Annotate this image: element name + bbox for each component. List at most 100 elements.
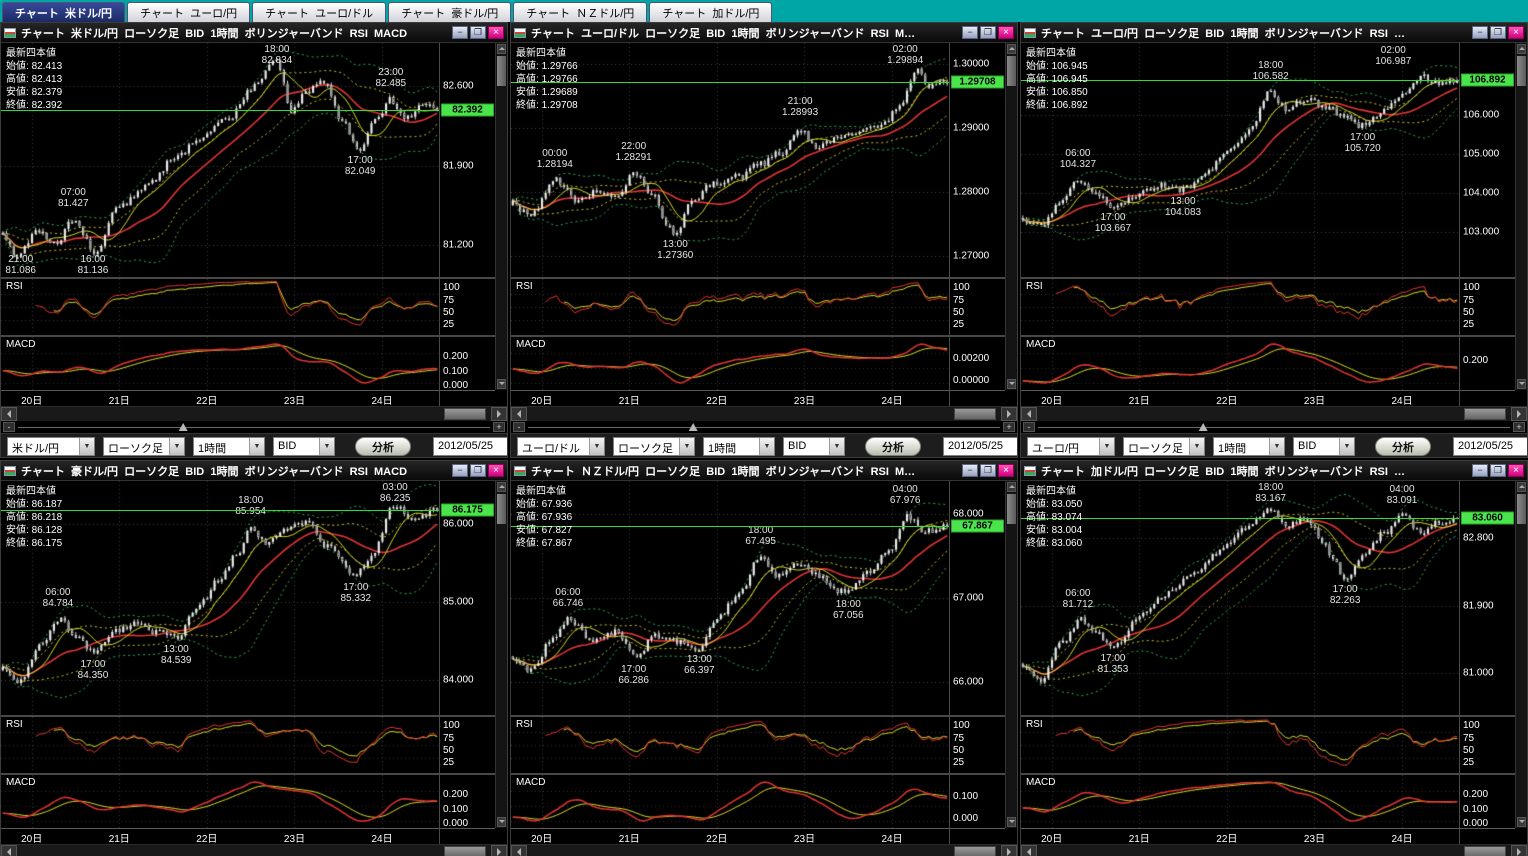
tab-6[interactable]: チャート 加ドル/円 <box>649 2 773 22</box>
scroll-right-button[interactable] <box>1511 845 1527 856</box>
analyze-button[interactable]: 分析 <box>1375 437 1431 456</box>
horizontal-scroll-track[interactable] <box>17 845 491 856</box>
scroll-right-button[interactable] <box>1001 407 1017 421</box>
timeframe-select[interactable]: 1時間 ▼ <box>1213 437 1285 456</box>
scroll-down-icon[interactable] <box>497 817 506 827</box>
tab-1[interactable]: チャート 米ドル/円 <box>2 2 126 22</box>
scroll-up-icon[interactable] <box>497 482 506 492</box>
scroll-down-icon[interactable] <box>497 379 506 389</box>
zoom-in-button[interactable]: + <box>1003 422 1015 432</box>
zoom-in-button[interactable]: + <box>1513 422 1525 432</box>
macd-chart[interactable]: MACD <box>511 773 949 828</box>
rsi-chart[interactable]: RSI <box>1 715 439 773</box>
vertical-scroll-thumb[interactable] <box>1517 494 1526 524</box>
zoom-out-button[interactable]: - <box>1023 422 1035 432</box>
restore-button[interactable]: ❐ <box>980 464 996 477</box>
scroll-up-icon[interactable] <box>1007 482 1016 492</box>
vertical-scrollbar[interactable] <box>1515 43 1527 390</box>
horizontal-scroll-track[interactable] <box>527 845 1001 856</box>
scroll-left-button[interactable] <box>511 845 527 856</box>
minimize-button[interactable]: − <box>1472 26 1488 39</box>
chart-window-titlebar[interactable]: チャート ＮＺドル/円 ローソク足 BID 1時間 ボリンジャーバンド RSI … <box>511 461 1017 481</box>
zoom-slider-track[interactable] <box>1038 422 1510 432</box>
zoom-out-button[interactable]: - <box>3 422 15 432</box>
vertical-scrollbar[interactable] <box>1005 43 1017 390</box>
scroll-right-button[interactable] <box>1511 407 1527 421</box>
close-button[interactable]: × <box>998 26 1014 39</box>
restore-button[interactable]: ❐ <box>1490 464 1506 477</box>
horizontal-scrollbar[interactable] <box>511 406 1017 421</box>
vertical-scroll-thumb[interactable] <box>1517 56 1526 86</box>
tab-4[interactable]: チャート 豪ドル/円 <box>388 2 512 22</box>
vertical-scroll-thumb[interactable] <box>1007 494 1016 524</box>
analyze-button[interactable]: 分析 <box>355 437 411 456</box>
scroll-down-icon[interactable] <box>1007 817 1016 827</box>
close-button[interactable]: × <box>1508 464 1524 477</box>
vertical-scroll-thumb[interactable] <box>1007 56 1016 86</box>
vertical-scroll-thumb[interactable] <box>497 56 506 86</box>
price-chart[interactable]: 最新四本値 始値: 86.187 高値: 86.218 安値: 86.128 終値: … <box>1 481 439 715</box>
macd-chart[interactable]: MACD <box>1021 773 1459 828</box>
minimize-button[interactable]: − <box>962 26 978 39</box>
rsi-chart[interactable]: RSI <box>1 277 439 335</box>
restore-button[interactable]: ❐ <box>980 26 996 39</box>
date-select[interactable]: 2012/05/25 ▼ <box>433 437 507 456</box>
date-select[interactable]: 2012/05/25 ▼ <box>943 437 1017 456</box>
rsi-chart[interactable]: RSI <box>1021 277 1459 335</box>
horizontal-scroll-track[interactable] <box>1037 845 1511 856</box>
price-chart[interactable]: 最新四本値 始値: 82.413 高値: 82.413 安値: 82.379 終値: … <box>1 43 439 277</box>
vertical-scrollbar[interactable] <box>1515 481 1527 828</box>
bid-ask-select[interactable]: BID ▼ <box>783 437 845 456</box>
scroll-up-icon[interactable] <box>1517 482 1526 492</box>
tab-5[interactable]: チャート ＮＺドル/円 <box>513 2 648 22</box>
horizontal-scrollbar[interactable] <box>1021 844 1527 856</box>
chart-window-titlebar[interactable]: チャート 豪ドル/円 ローソク足 BID 1時間 ボリンジャーバンド RSI M… <box>1 461 507 481</box>
chart-window-titlebar[interactable]: チャート 米ドル/円 ローソク足 BID 1時間 ボリンジャーバンド RSI M… <box>1 23 507 43</box>
vertical-scrollbar[interactable] <box>495 43 507 390</box>
scroll-left-button[interactable] <box>1 407 17 421</box>
chart-window-titlebar[interactable]: チャート ユーロ/ドル ローソク足 BID 1時間 ボリンジャーバンド RSI … <box>511 23 1017 43</box>
zoom-slider-handle[interactable] <box>688 423 698 431</box>
vertical-scroll-thumb[interactable] <box>497 494 506 524</box>
scroll-right-button[interactable] <box>1001 845 1017 856</box>
chart-style-select[interactable]: ローソク足 ▼ <box>1123 437 1205 456</box>
restore-button[interactable]: ❐ <box>470 26 486 39</box>
macd-chart[interactable]: MACD <box>1 773 439 828</box>
zoom-out-button[interactable]: - <box>513 422 525 432</box>
chart-style-select[interactable]: ローソク足 ▼ <box>103 437 185 456</box>
minimize-button[interactable]: − <box>452 26 468 39</box>
scroll-left-button[interactable] <box>1021 845 1037 856</box>
scroll-up-icon[interactable] <box>1007 44 1016 54</box>
scroll-left-button[interactable] <box>511 407 527 421</box>
horizontal-scrollbar[interactable] <box>511 844 1017 856</box>
zoom-slider-handle[interactable] <box>1198 423 1208 431</box>
close-button[interactable]: × <box>1508 26 1524 39</box>
horizontal-scroll-track[interactable] <box>17 407 491 421</box>
horizontal-scroll-track[interactable] <box>1037 407 1511 421</box>
currency-pair-select[interactable]: ユーロ/円 ▼ <box>1027 437 1115 456</box>
close-button[interactable]: × <box>488 464 504 477</box>
close-button[interactable]: × <box>488 26 504 39</box>
vertical-scrollbar[interactable] <box>495 481 507 828</box>
price-chart[interactable]: 最新四本値 始値: 83.050 高値: 83.074 安値: 83.004 終値: … <box>1021 481 1459 715</box>
minimize-button[interactable]: − <box>452 464 468 477</box>
timeframe-select[interactable]: 1時間 ▼ <box>703 437 775 456</box>
price-chart[interactable]: 最新四本値 始値: 1.29766 高値: 1.29766 安値: 1.29689 終… <box>511 43 949 277</box>
chart-window-titlebar[interactable]: チャート 加ドル/円 ローソク足 BID 1時間 ボリンジャーバンド RSI …… <box>1021 461 1527 481</box>
rsi-chart[interactable]: RSI <box>511 277 949 335</box>
horizontal-scrollbar[interactable] <box>1 844 507 856</box>
bid-ask-select[interactable]: BID ▼ <box>1293 437 1355 456</box>
horizontal-scroll-thumb[interactable] <box>1463 846 1507 856</box>
macd-chart[interactable]: MACD <box>1 335 439 390</box>
restore-button[interactable]: ❐ <box>1490 26 1506 39</box>
horizontal-scroll-thumb[interactable] <box>443 408 487 420</box>
zoom-slider-track[interactable] <box>18 422 490 432</box>
minimize-button[interactable]: − <box>962 464 978 477</box>
scroll-down-icon[interactable] <box>1517 817 1526 827</box>
tab-3[interactable]: チャート ユーロ/ドル <box>252 2 387 22</box>
analyze-button[interactable]: 分析 <box>865 437 921 456</box>
chart-style-select[interactable]: ローソク足 ▼ <box>613 437 695 456</box>
scroll-down-icon[interactable] <box>1517 379 1526 389</box>
zoom-slider-track[interactable] <box>528 422 1000 432</box>
macd-chart[interactable]: MACD <box>511 335 949 390</box>
